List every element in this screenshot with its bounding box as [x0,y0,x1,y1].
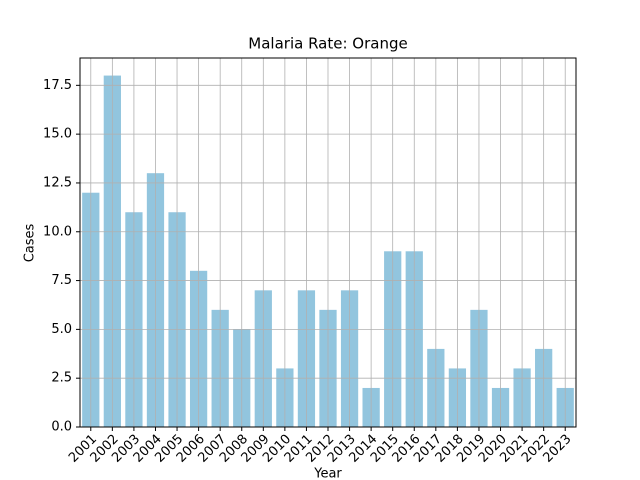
y-tick-label: 7.5 [51,273,72,288]
y-tick-label: 12.5 [43,175,72,190]
bars [82,75,574,428]
y-tick-label: 5.0 [51,322,72,337]
grid [80,58,576,428]
y-tick-label: 15.0 [43,127,72,142]
y-tick-label: 17.5 [43,78,72,93]
y-axis-label: Cases [23,223,38,262]
chart-title: Malaria Rate: Orange [248,35,407,53]
y-tick-label: 10.0 [43,224,72,239]
y-tick-label: 0.0 [51,420,72,435]
x-axis-label: Year [313,467,342,480]
plot-frame [79,57,577,428]
y-tick-label: 2.5 [51,371,72,386]
